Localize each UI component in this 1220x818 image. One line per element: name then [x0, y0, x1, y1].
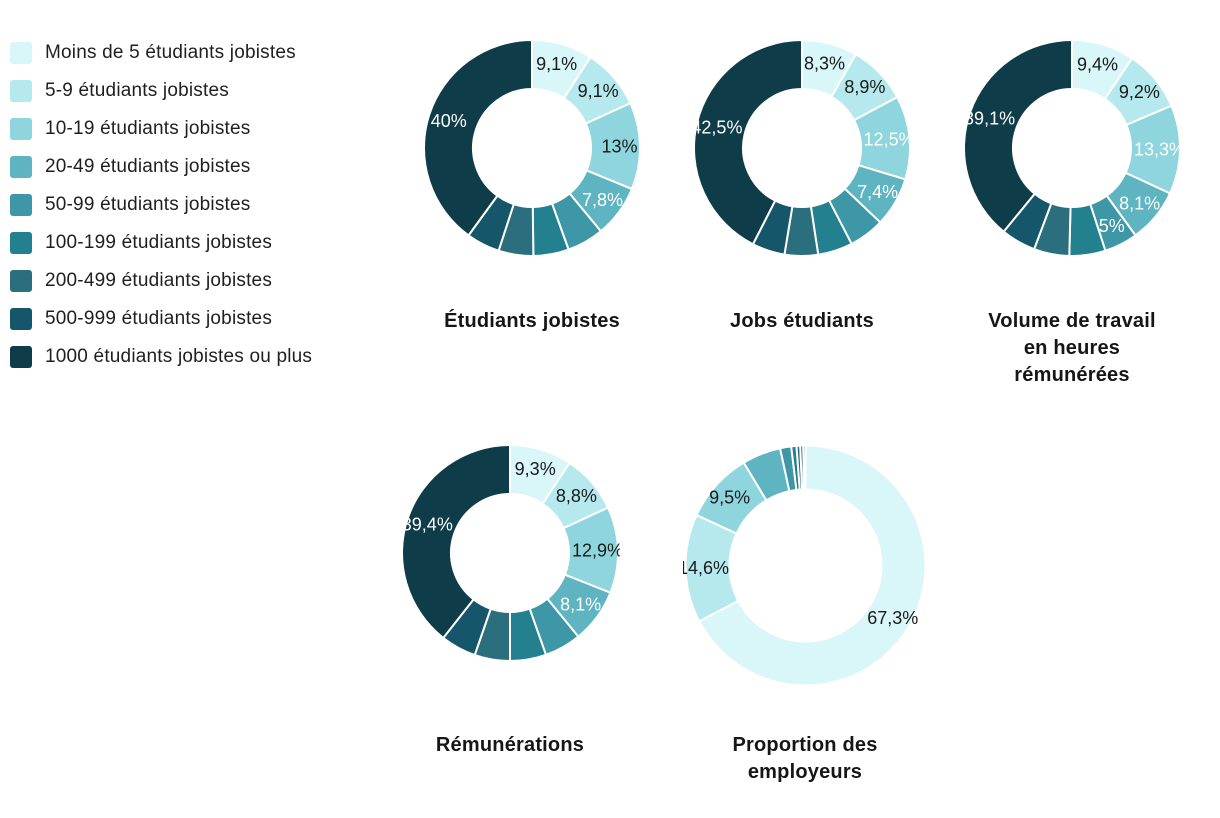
slice-value-label: 40% [431, 111, 467, 131]
donut-chart-2: 9,4% 9,2% 13,3% 8,1% 5% 39,1% [962, 38, 1182, 258]
legend-item-label: 1000 étudiants jobistes ou plus [45, 345, 313, 367]
legend-swatch [10, 80, 32, 102]
slice-value-label: 14,6% [683, 558, 729, 578]
legend-item-label: 200-499 étudiants jobistes [45, 269, 273, 291]
legend-swatch [10, 308, 32, 330]
slice-value-label: 9,3% [515, 459, 556, 479]
donut-chart-4: 67,3% 14,6% 9,5% [683, 443, 928, 688]
chart-title: Étudiants jobistes [444, 310, 620, 332]
slice-value-label: 9,5% [709, 487, 750, 507]
donut-slice-8 [963, 39, 1073, 233]
chart-figure-3: 9,3% 8,8% 12,9% 8,1% 39,4% Rémunérations [375, 443, 645, 786]
slice-value-label: 5% [1099, 216, 1125, 236]
chart-title: Volume de travail en heures rémunérées [988, 310, 1156, 386]
legend-swatch [10, 156, 32, 178]
legend-item-5: 100-199 étudiants jobistes [10, 232, 312, 254]
slice-value-label: 12,9% [572, 541, 620, 561]
legend-swatch [10, 42, 32, 64]
slice-value-label: 8,1% [560, 595, 601, 615]
donut-slice-8 [693, 39, 803, 246]
legend-item-7: 500-999 étudiants jobistes [10, 308, 312, 330]
slice-value-label: 7,4% [857, 182, 898, 202]
legend-item-0: Moins de 5 étudiants jobistes [10, 42, 312, 64]
donut-svg: 9,4%9,2% 13,3% 8,1%5% 39,1% [963, 39, 1182, 257]
slice-value-label: 67,3% [867, 608, 918, 628]
donut-chart-3: 9,3% 8,8% 12,9% 8,1% 39,4% [400, 443, 620, 688]
legend-item-label: 10-19 étudiants jobistes [45, 117, 251, 139]
slice-value-label: 12,5% [864, 129, 912, 149]
donut-svg: 8,3% 8,9% 12,5% 7,4% 42,5% [692, 39, 912, 257]
legend-item-2: 10-19 étudiants jobistes [10, 118, 312, 140]
chart-title: Proportion des employeurs [732, 734, 878, 783]
slice-value-label: 8,1% [1119, 194, 1160, 214]
chart-figure-2: 9,4% 9,2% 13,3% 8,1% 5% 39,1% Volume de travai… [937, 38, 1207, 389]
slice-value-label: 7,8% [582, 190, 623, 210]
legend-item-label: 50-99 étudiants jobistes [45, 193, 251, 215]
donut-slice-8 [401, 444, 511, 639]
donut-chart-0: 9,1% 9,1% 13% 7,8% 40% [422, 38, 642, 258]
donut-svg: 67,3% 14,6% 9,5% [683, 444, 926, 687]
slice-value-label: 13% [601, 136, 637, 156]
chart-title: Rémunérations [435, 734, 585, 756]
slice-value-label: 9,1% [578, 81, 619, 101]
donut-svg: 9,1%9,1% 13% 7,8% 40% [423, 39, 641, 257]
slice-value-label: 9,1% [536, 54, 577, 74]
legend-item-3: 20-49 étudiants jobistes [10, 156, 312, 178]
legend-item-label: 20-49 étudiants jobistes [45, 155, 251, 177]
slice-value-label: 42,5% [692, 118, 742, 138]
donut-slice-0 [697, 444, 926, 687]
legend-item-4: 50-99 étudiants jobistes [10, 194, 312, 216]
legend-swatch [10, 118, 32, 140]
donut-chart-1: 8,3% 8,9% 12,5% 7,4% 42,5% [692, 38, 912, 258]
slice-value-label: 9,4% [1077, 54, 1118, 74]
legend-item-label: 5-9 étudiants jobistes [45, 79, 229, 101]
legend-item-label: 500-999 étudiants jobistes [45, 307, 273, 329]
donut-slice-8 [423, 39, 533, 237]
legend-item-8: 1000 étudiants jobistes ou plus [10, 346, 312, 368]
slice-value-label: 39,4% [402, 514, 453, 534]
slice-value-label: 13,3% [1134, 139, 1182, 159]
slice-value-label: 39,1% [964, 109, 1015, 129]
chart-figure-0: 9,1% 9,1% 13% 7,8% 40% Étudiants jobistes [397, 38, 667, 389]
charts-row-1: 9,1% 9,1% 13% 7,8% 40% Étudiants jobistes 8,3%… [397, 38, 1207, 389]
slice-value-label: 8,8% [556, 486, 597, 506]
legend-item-label: 100-199 étudiants jobistes [45, 231, 273, 253]
slice-value-label: 9,2% [1119, 82, 1160, 102]
legend-swatch [10, 194, 32, 216]
legend: Moins de 5 étudiants jobistes 5-9 étudian… [10, 42, 312, 384]
donut-slice-8 [801, 444, 806, 491]
legend-item-6: 200-499 étudiants jobistes [10, 270, 312, 292]
legend-swatch [10, 270, 32, 292]
chart-figure-4: 67,3% 14,6% 9,5% Proportion des employeurs [670, 443, 940, 786]
slice-value-label: 8,3% [804, 53, 845, 73]
legend-swatch [10, 232, 32, 254]
chart-title: Jobs étudiants [730, 310, 874, 332]
legend-item-1: 5-9 étudiants jobistes [10, 80, 312, 102]
legend-item-label: Moins de 5 étudiants jobistes [45, 41, 296, 63]
slice-value-label: 8,9% [844, 77, 885, 97]
chart-figure-1: 8,3% 8,9% 12,5% 7,4% 42,5% Jobs étudiants [667, 38, 937, 389]
donut-svg: 9,3%8,8% 12,9% 8,1% 39,4% [401, 444, 620, 662]
charts-row-2: 9,3% 8,8% 12,9% 8,1% 39,4% Rémunérations 67,3%… [375, 443, 940, 786]
legend-swatch [10, 346, 32, 368]
